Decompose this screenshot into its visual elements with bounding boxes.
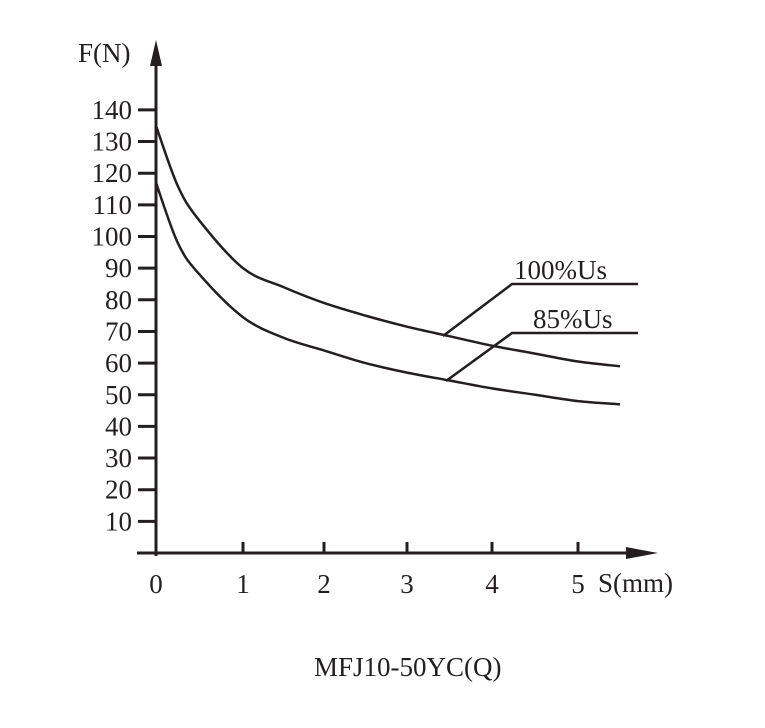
y-tick-label: 100 [92,222,133,252]
legend-85us: 85%Us [533,304,613,334]
x-tick-label: 5 [571,569,585,599]
x-tick-label: 0 [149,569,163,599]
leader-100us [442,282,638,337]
x-tick-label: 1 [236,569,250,599]
curves [154,125,621,406]
curve-85us [154,182,621,406]
legend-leaders [442,282,638,383]
x-tick-label: 3 [400,569,414,599]
y-axis-arrow-icon [150,40,162,66]
y-tick-label: 110 [93,190,133,220]
x-axis-label: S(mm) [598,568,673,598]
y-tick-label: 90 [105,253,132,283]
y-tick-label: 60 [105,348,132,378]
x-axis-arrow-icon [626,547,658,559]
y-tick-label: 20 [105,475,132,505]
y-axis-label: F(N) [78,38,131,68]
y-tick-label: 40 [105,411,132,441]
y-tick-label: 70 [105,316,132,346]
y-tick-label: 30 [105,443,132,473]
x-ticks: 0 1 2 3 4 5 [149,542,585,599]
y-tick-label: 130 [92,127,133,157]
x-tick-label: 2 [317,569,331,599]
curve-100us [154,125,621,368]
y-tick-label: 140 [92,95,133,125]
y-tick-label: 120 [92,158,133,188]
chart-caption: MFJ10-50YC(Q) [314,652,502,682]
y-tick-label: 80 [105,285,132,315]
leader-85us [445,331,638,383]
legend-100us: 100%Us [514,255,607,285]
y-tick-label: 50 [105,380,132,410]
y-tick-label: 10 [105,506,132,536]
x-tick-label: 4 [485,569,499,599]
